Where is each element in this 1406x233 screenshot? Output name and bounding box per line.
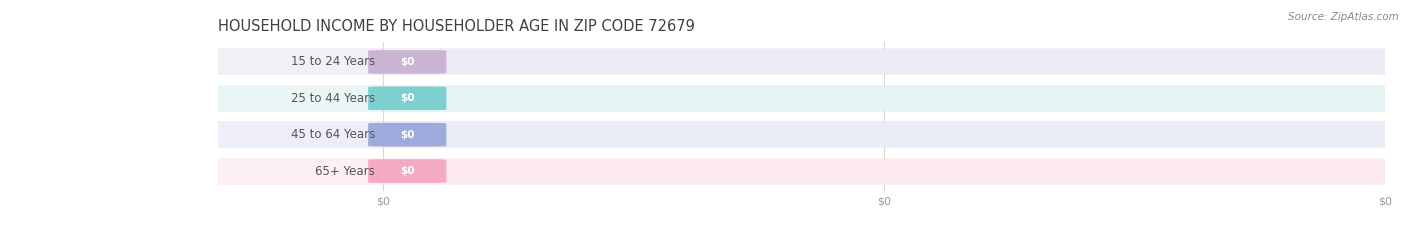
FancyBboxPatch shape: [368, 86, 1398, 110]
Text: 65+ Years: 65+ Years: [315, 164, 375, 178]
Text: $0: $0: [399, 57, 415, 67]
FancyBboxPatch shape: [368, 50, 1398, 74]
Text: 25 to 44 Years: 25 to 44 Years: [291, 92, 375, 105]
FancyBboxPatch shape: [208, 85, 1395, 112]
FancyBboxPatch shape: [368, 159, 446, 183]
FancyBboxPatch shape: [208, 158, 1395, 185]
FancyBboxPatch shape: [368, 123, 446, 147]
FancyBboxPatch shape: [368, 86, 446, 110]
Text: 45 to 64 Years: 45 to 64 Years: [291, 128, 375, 141]
Text: $0: $0: [399, 93, 415, 103]
Text: HOUSEHOLD INCOME BY HOUSEHOLDER AGE IN ZIP CODE 72679: HOUSEHOLD INCOME BY HOUSEHOLDER AGE IN Z…: [218, 19, 695, 34]
Text: 15 to 24 Years: 15 to 24 Years: [291, 55, 375, 69]
FancyBboxPatch shape: [368, 123, 1398, 147]
FancyBboxPatch shape: [208, 121, 1395, 148]
Text: $0: $0: [399, 130, 415, 140]
Text: $0: $0: [399, 166, 415, 176]
FancyBboxPatch shape: [208, 48, 1395, 75]
FancyBboxPatch shape: [368, 50, 446, 74]
Text: Source: ZipAtlas.com: Source: ZipAtlas.com: [1288, 12, 1399, 22]
FancyBboxPatch shape: [368, 159, 1398, 183]
